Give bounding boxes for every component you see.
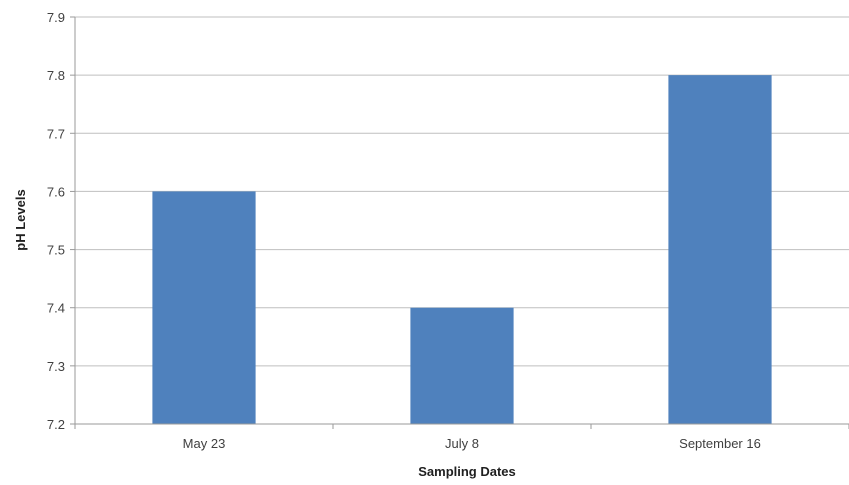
y-tick-label: 7.6 xyxy=(47,184,65,199)
bar xyxy=(668,75,772,425)
x-tick-label: September 16 xyxy=(679,436,761,451)
x-tick-labels: May 23 July 8 September 16 xyxy=(183,436,761,451)
x-tick-label: July 8 xyxy=(445,436,479,451)
y-tick-label: 7.8 xyxy=(47,68,65,83)
x-axis-title: Sampling Dates xyxy=(418,464,516,479)
bar xyxy=(152,191,256,424)
y-tick-label: 7.2 xyxy=(47,417,65,432)
x-tick-label: May 23 xyxy=(183,436,226,451)
y-tick-label: 7.9 xyxy=(47,10,65,25)
bars xyxy=(152,75,772,425)
y-tick-label: 7.3 xyxy=(47,359,65,374)
y-tick-labels: 7.2 7.3 7.4 7.5 7.6 7.7 7.8 7.9 xyxy=(47,10,65,432)
axes xyxy=(70,16,849,429)
y-tick-label: 7.4 xyxy=(47,301,65,316)
y-tick-label: 7.5 xyxy=(47,243,65,258)
bar xyxy=(410,307,514,424)
y-axis-title: pH Levels xyxy=(13,189,28,250)
y-tick-label: 7.7 xyxy=(47,126,65,141)
